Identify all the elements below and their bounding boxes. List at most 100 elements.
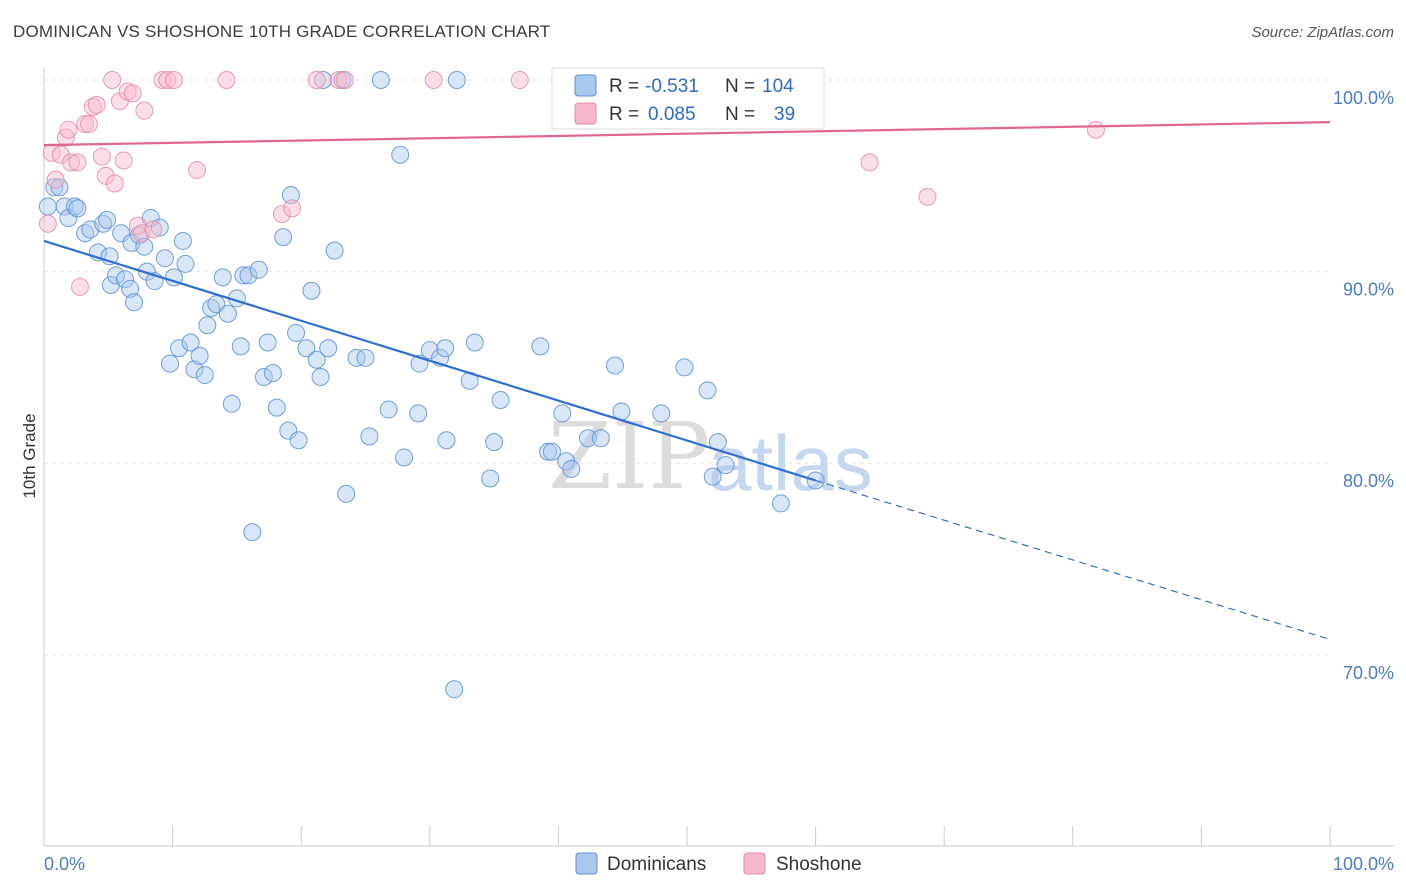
dominicans-point: [65, 197, 84, 216]
legend-swatch-dominicans: [574, 74, 597, 97]
legend-n-value-dominicans: 104: [762, 76, 794, 97]
dominicans-point: [698, 381, 717, 400]
dominicans-point: [195, 366, 214, 385]
shoshone-point: [38, 214, 57, 233]
dominicans-point: [371, 71, 390, 89]
series-legend-label-dominicans: Dominicans: [607, 854, 706, 875]
dominicans-point: [311, 367, 330, 386]
dominicans-point: [703, 467, 722, 486]
shoshone-point: [188, 161, 207, 180]
dominicans-point: [121, 279, 140, 298]
dominicans-point: [325, 241, 344, 260]
dominicans-trend-extension: [815, 479, 1331, 641]
dominicans-point: [578, 429, 597, 448]
dominicans-point: [302, 281, 321, 300]
dominicans-point: [395, 448, 414, 467]
dominicans-point: [173, 231, 192, 250]
legend-box: [551, 67, 825, 130]
y-tick-label: 100.0%: [1333, 88, 1394, 108]
dominicans-point: [150, 218, 169, 237]
shoshone-point: [164, 71, 183, 89]
dominicans-point: [207, 295, 226, 314]
shoshone-point: [59, 120, 78, 139]
shoshone-point: [96, 166, 115, 185]
dominicans-point: [161, 354, 180, 373]
dominicans-point: [347, 348, 366, 367]
dominicans-point: [267, 398, 286, 417]
dominicans-point: [135, 237, 154, 256]
dominicans-point: [675, 358, 694, 377]
shoshone-point: [307, 71, 326, 89]
series-legend-label-shoshone: Shoshone: [776, 854, 862, 875]
correlation-legend: R = -0.531 N = 104 R = 0.085 N = 39: [551, 67, 825, 130]
dominicans-point: [181, 333, 200, 352]
y-tick-label: 80.0%: [1343, 471, 1394, 491]
x-tick-label-min: 0.0%: [44, 854, 85, 874]
watermark: ZIP atlas: [548, 403, 873, 510]
shoshone-points: [38, 71, 1105, 296]
dominicans-point: [420, 341, 439, 360]
dominicans-point: [243, 523, 262, 542]
shoshone-point: [68, 153, 87, 172]
shoshone-point: [283, 199, 302, 218]
dominicans-point: [436, 339, 455, 358]
series-legend: Dominicans Shoshone: [575, 852, 862, 875]
watermark-zip: ZIP: [548, 403, 710, 510]
dominicans-point: [591, 429, 610, 448]
legend-r-label-shoshone: R =: [609, 104, 639, 125]
shoshone-point: [918, 187, 937, 206]
shoshone-point: [335, 71, 354, 89]
shoshone-point: [71, 277, 90, 296]
dominicans-point: [116, 270, 135, 289]
y-tick-labels: 70.0% 80.0% 90.0% 100.0%: [1333, 88, 1394, 683]
shoshone-point: [329, 71, 348, 89]
shoshone-point: [80, 115, 99, 134]
dominicans-point: [155, 249, 174, 268]
y-tick-label: 70.0%: [1343, 663, 1394, 683]
axes: [43, 68, 1394, 847]
shoshone-point: [103, 71, 122, 89]
dominicans-point: [274, 228, 293, 247]
dominicans-point: [281, 185, 300, 204]
dominicans-point: [542, 442, 561, 461]
legend-swatch-shoshone: [574, 102, 597, 125]
dominicans-point: [239, 266, 258, 285]
shoshone-point: [217, 71, 236, 89]
dominicans-point: [185, 360, 204, 379]
legend-n-value-shoshone: 39: [774, 104, 795, 125]
trend-lines: [43, 121, 1331, 641]
dominicans-point: [356, 348, 375, 367]
dominicans-point: [218, 304, 237, 323]
dominicans-point: [68, 199, 87, 218]
dominicans-point: [38, 197, 57, 216]
y-axis-label: 10th Grade: [20, 413, 39, 498]
x-tick-labels: 0.0% 100.0%: [44, 854, 1394, 874]
dominicans-point: [137, 262, 156, 281]
dominicans-point: [190, 346, 209, 365]
dominicans-point: [481, 469, 500, 488]
dominicans-point: [307, 350, 326, 369]
dominicans-point: [287, 323, 306, 342]
shoshone-point: [1086, 120, 1105, 139]
dominicans-point: [231, 337, 250, 356]
dominicans-point: [45, 178, 64, 197]
shoshone-point: [123, 84, 142, 103]
shoshone-trend-line: [43, 121, 1331, 147]
dominicans-point: [263, 364, 282, 383]
dominicans-point: [125, 293, 144, 312]
legend-r-value-shoshone: 0.085: [648, 104, 696, 125]
source-label: Source: ZipAtlas.com: [1251, 24, 1394, 41]
dominicans-point: [213, 268, 232, 287]
shoshone-point: [62, 153, 81, 172]
dominicans-point: [391, 145, 410, 164]
shoshone-point: [92, 147, 111, 166]
shoshone-point: [105, 174, 124, 193]
shoshone-point: [860, 153, 879, 172]
dominicans-point: [59, 208, 78, 227]
dominicans-point: [539, 442, 558, 461]
dominicans-point: [379, 400, 398, 419]
dominicans-point: [652, 404, 671, 423]
dominicans-points: [38, 71, 825, 699]
dominicans-point: [409, 404, 428, 423]
